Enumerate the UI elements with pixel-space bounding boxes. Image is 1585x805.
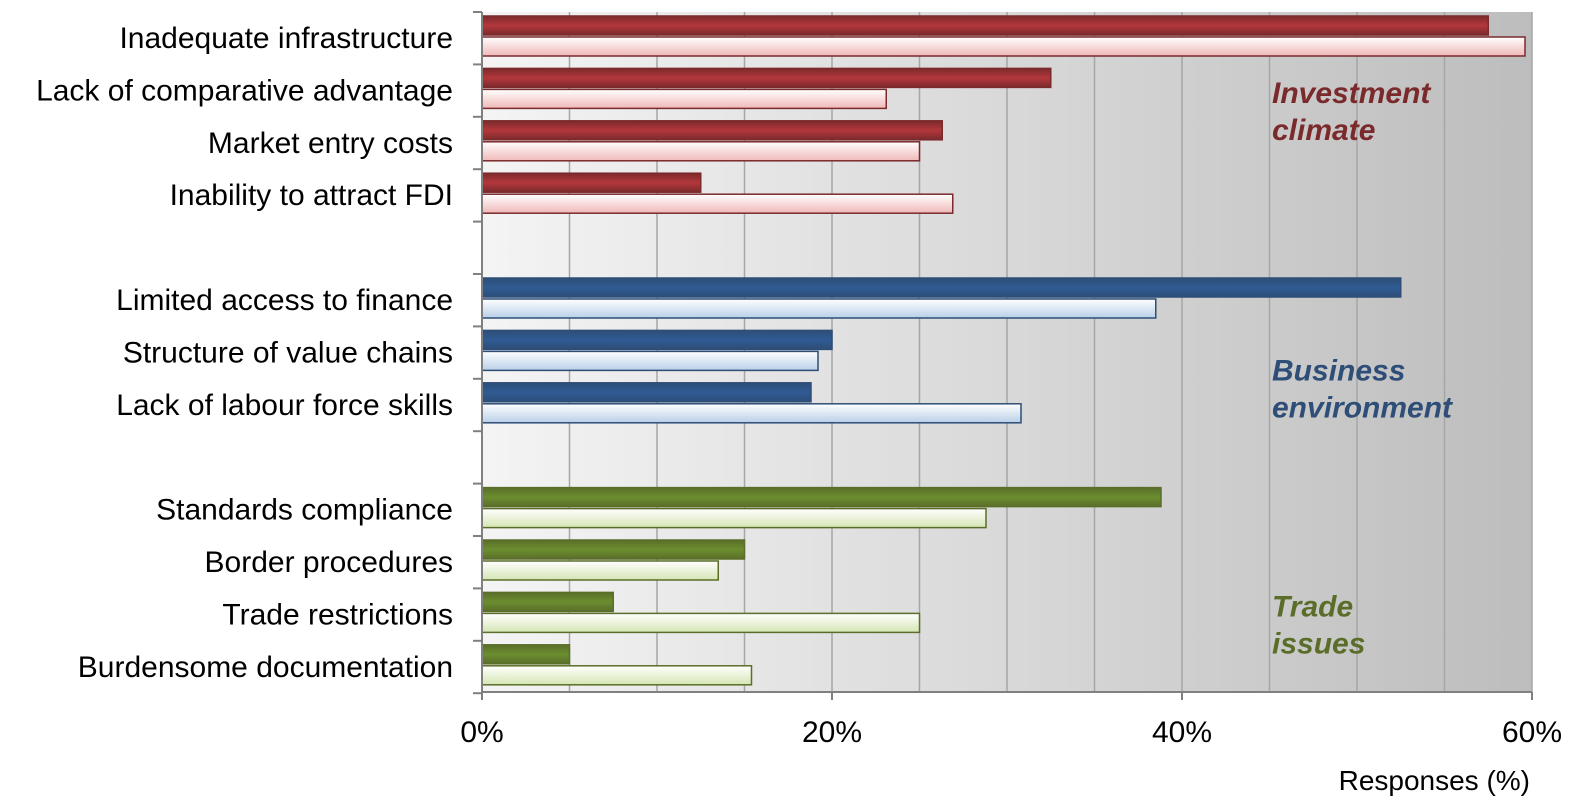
axes: 0% 20% 40% 60% [460, 11, 1562, 749]
bar-series-2 [481, 665, 753, 686]
x-tick-label: 20% [802, 716, 862, 749]
x-axis-title: Responses (%) [1339, 765, 1530, 796]
category-label: Border procedures [205, 546, 453, 579]
bar-series-1 [481, 539, 746, 560]
bar-series-1 [481, 67, 1052, 89]
bar-series-2 [481, 193, 954, 214]
bar-series-2 [481, 88, 887, 110]
x-tick-label: 0% [460, 716, 503, 749]
bar-series-2 [481, 36, 1526, 57]
x-tick-label: 60% [1502, 716, 1562, 749]
bar-series-2 [481, 507, 987, 529]
bar-series-2 [481, 560, 719, 581]
category-label: Standards compliance [156, 494, 453, 527]
group-label: climate [1272, 114, 1375, 147]
bar-series-2 [481, 350, 819, 372]
category-label: Burdensome documentation [78, 651, 453, 684]
group-label: Investment [1272, 77, 1432, 110]
bar-series-1 [481, 120, 943, 141]
bar-series-2 [481, 298, 1157, 319]
bar-series-1 [481, 486, 1162, 508]
bar-series-1 [481, 591, 614, 613]
category-label: Trade restrictions [222, 598, 453, 631]
bar-series-2 [481, 612, 921, 634]
bar-series-1 [481, 15, 1489, 36]
group-label: Trade [1272, 590, 1353, 623]
group-labels: Investment climate Business environment Trad… [1272, 77, 1454, 661]
bar-series-2 [481, 403, 1022, 424]
bar-series-2 [481, 141, 921, 162]
category-label: Limited access to finance [116, 284, 453, 317]
category-label: Market entry costs [208, 127, 453, 160]
category-label: Inability to attract FDI [170, 179, 453, 212]
category-label: Lack of comparative advantage [36, 74, 453, 107]
x-tick-label: 40% [1152, 716, 1212, 749]
category-label: Structure of value chains [123, 336, 453, 369]
bar-series-1 [481, 382, 812, 403]
group-label: environment [1272, 392, 1454, 425]
bar-series-1 [481, 172, 702, 193]
group-label: issues [1272, 627, 1365, 660]
category-label: Lack of labour force skills [116, 389, 453, 422]
group-label: Business [1272, 355, 1405, 388]
bar-series-1 [481, 277, 1402, 298]
bar-series-1 [481, 644, 571, 665]
bar-series-1 [481, 329, 833, 351]
category-labels: Inadequate infrastructure Lack of compara… [36, 22, 453, 684]
category-label: Inadequate infrastructure [119, 22, 453, 55]
